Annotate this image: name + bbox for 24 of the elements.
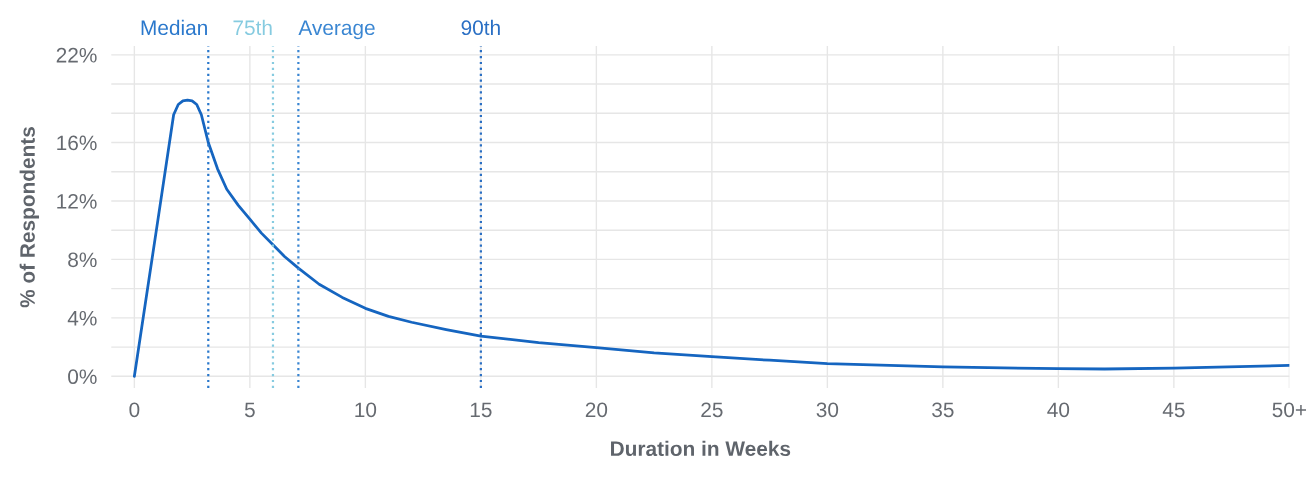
x-tick-label: 30 <box>816 402 839 418</box>
y-axis-title: % of Respondents <box>19 127 40 308</box>
ref-line-label: Average <box>298 20 375 40</box>
x-tick-label: 25 <box>701 402 723 418</box>
x-tick-label: 35 <box>932 402 954 418</box>
x-tick-label: 15 <box>470 402 492 418</box>
ref-line-label: 90th <box>461 19 500 36</box>
x-tick-label: 10 <box>355 402 377 418</box>
x-tick-label: 50+ <box>1272 402 1307 418</box>
x-tick-label: 45 <box>1162 402 1185 418</box>
x-axis-title: Duration in Weeks <box>611 440 791 457</box>
ref-line-label: 75th <box>233 19 272 36</box>
y-tick-label: 8% <box>68 252 97 268</box>
x-tick-label: 5 <box>244 402 255 418</box>
x-tick-label: 40 <box>1047 402 1070 418</box>
line-series <box>132 98 1290 378</box>
y-tick-label: 22% <box>56 47 97 63</box>
y-tick-label: 0% <box>68 369 97 385</box>
x-tick-label: 0 <box>129 402 140 418</box>
y-tick-label: 12% <box>57 193 97 209</box>
x-tick-label: 20 <box>585 402 608 418</box>
y-tick-label: 4% <box>67 310 97 326</box>
y-tick-label: 16% <box>57 135 97 151</box>
ref-line-label: Median <box>141 19 207 36</box>
